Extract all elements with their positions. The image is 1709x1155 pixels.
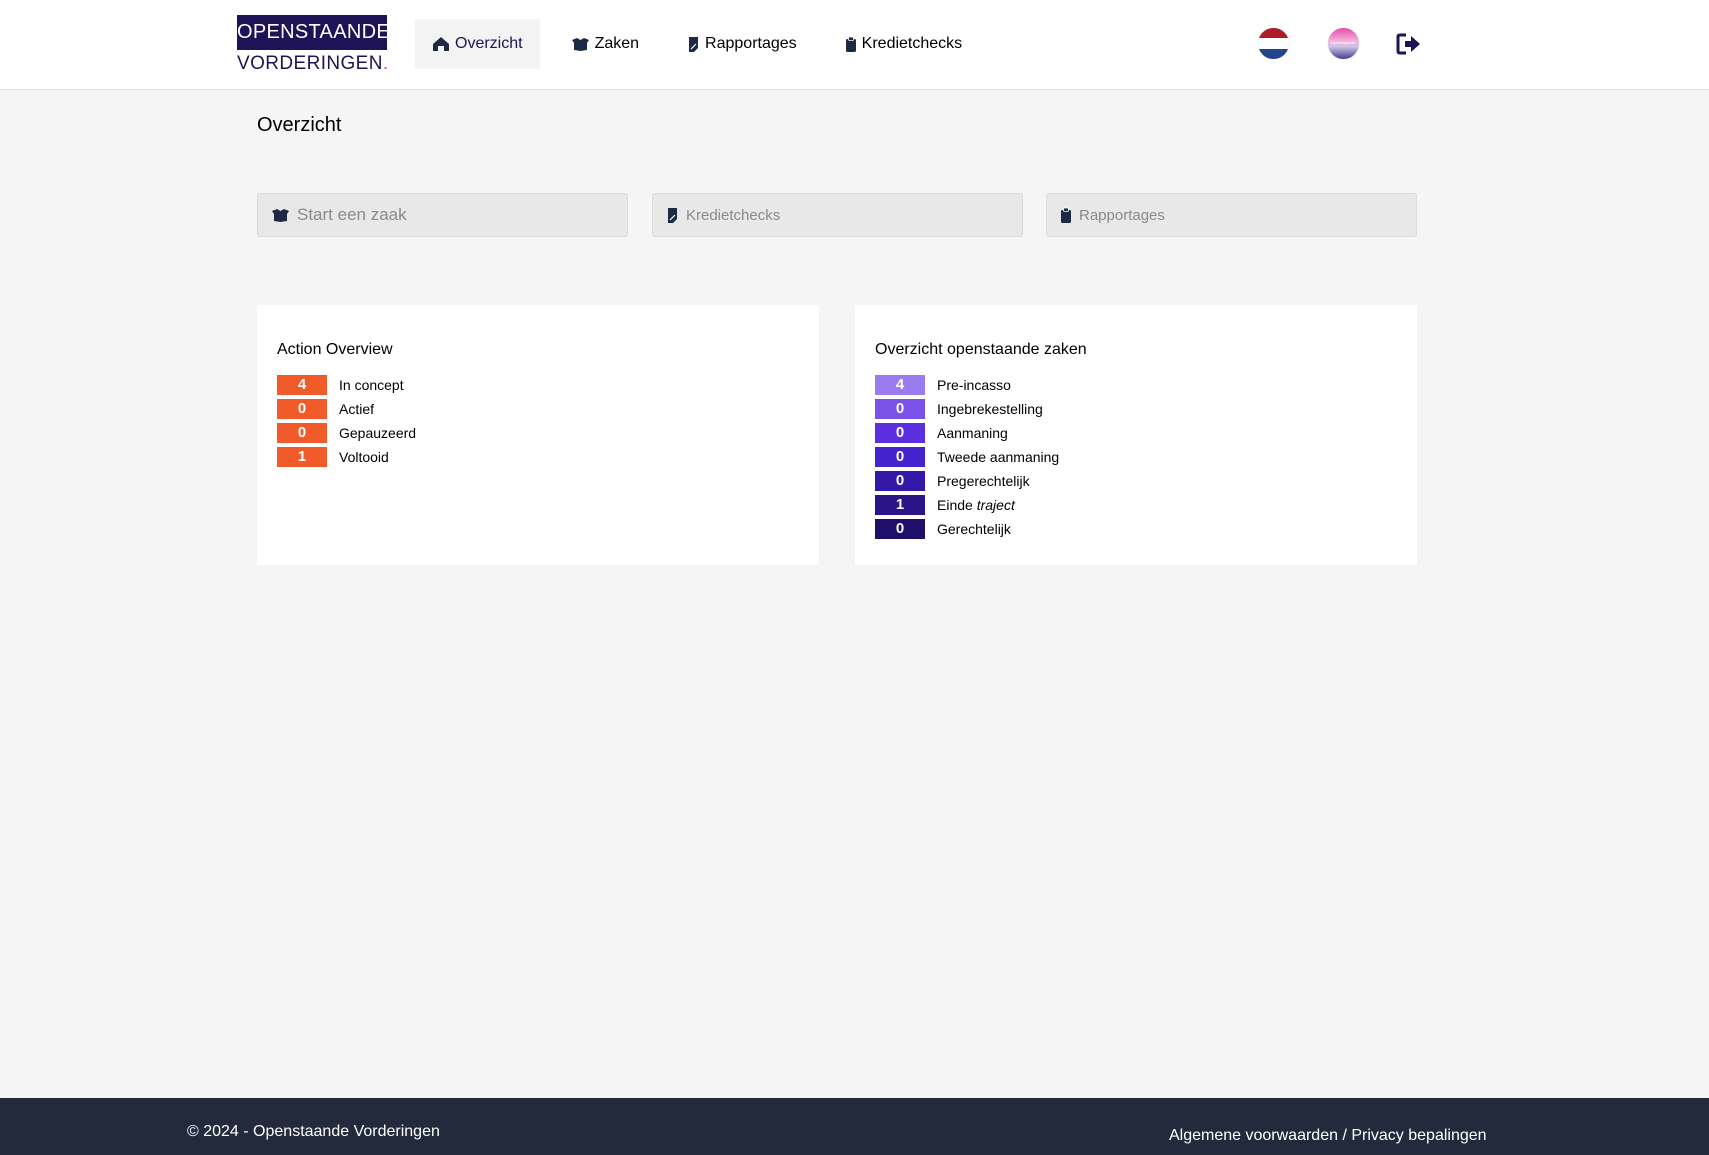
list-item[interactable]: 1 Einde traject (875, 493, 1397, 517)
quick-action-label: Kredietchecks (686, 206, 781, 224)
list-item[interactable]: 0 Actief (277, 397, 799, 421)
box-open-icon (272, 208, 289, 222)
home-icon (433, 37, 449, 51)
avatar[interactable]: Openstaande (1328, 28, 1359, 59)
list-item[interactable]: 0 Tweede aanmaning (875, 445, 1397, 469)
status-label: Actief (339, 401, 375, 417)
file-icon (668, 207, 677, 223)
list-item[interactable]: 0 Aanmaning (875, 421, 1397, 445)
top-navbar: OPENSTAANDE VORDERINGEN. Overzicht Zaken… (0, 0, 1709, 90)
stage-label: Aanmaning (937, 425, 1008, 441)
list-item[interactable]: 4 In concept (277, 373, 799, 397)
clipboard-icon (1061, 207, 1071, 223)
nav-label: Overzicht (455, 35, 523, 52)
logo-line1: OPENSTAANDE (237, 15, 390, 50)
status-label: Gepauzeerd (339, 425, 417, 441)
list-item[interactable]: 0 Gepauzeerd (277, 421, 799, 445)
list-item[interactable]: 0 Gerechtelijk (875, 517, 1397, 541)
card-title: Action Overview (277, 341, 393, 358)
list-item[interactable]: 1 Voltooid (277, 445, 799, 469)
count-badge: 1 (875, 495, 925, 515)
nav-label: Rapportages (705, 35, 797, 52)
stage-label: Tweede aanmaning (937, 449, 1060, 465)
count-badge: 4 (277, 375, 327, 395)
stage-label: Pregerechtelijk (937, 473, 1030, 489)
status-label: In concept (339, 377, 404, 393)
nav-item-rapportages[interactable]: Rapportages (670, 19, 814, 69)
nav-item-zaken[interactable]: Zaken (554, 19, 656, 69)
credit-checks-button[interactable]: Kredietchecks (652, 193, 1023, 237)
brand-logo[interactable]: OPENSTAANDE VORDERINGEN. (237, 15, 390, 77)
box-open-icon (571, 37, 589, 51)
quick-action-label: Start een zaak (297, 205, 407, 224)
list-item[interactable]: 0 Ingebrekestelling (875, 397, 1397, 421)
count-badge: 0 (875, 423, 925, 443)
count-badge: 0 (277, 423, 327, 443)
nav-label: Kredietchecks (861, 35, 963, 52)
status-label: Voltooid (339, 449, 389, 465)
logo-line2: VORDERINGEN. (237, 53, 389, 74)
nav-item-overzicht[interactable]: Overzicht (415, 19, 540, 69)
stage-label: Pre-incasso (937, 377, 1011, 393)
file-icon (689, 36, 699, 52)
stage-label: Gerechtelijk (937, 521, 1011, 537)
nav-item-kredietchecks[interactable]: Kredietchecks (828, 19, 980, 69)
footer: © 2024 - Openstaande Vorderingen Algemen… (0, 1098, 1709, 1155)
main-nav: Overzicht Zaken Rapportages Kredietcheck… (415, 19, 993, 69)
sign-out-icon[interactable] (1396, 32, 1422, 56)
reports-button[interactable]: Rapportages (1046, 193, 1417, 237)
action-overview-card: Action Overview 4 In concept 0 Actief 0 … (257, 305, 819, 565)
clipboard-icon (845, 36, 856, 52)
count-badge: 0 (875, 399, 925, 419)
netherlands-flag-icon[interactable] (1258, 28, 1289, 59)
legal-links: Algemene voorwaarden / Privacy bepalinge… (1169, 1127, 1487, 1145)
copyright-text: © 2024 - Openstaande Vorderingen (187, 1123, 440, 1140)
page-title: Overzicht (257, 114, 342, 136)
count-badge: 0 (875, 447, 925, 467)
count-badge: 1 (277, 447, 327, 467)
count-badge: 4 (875, 375, 925, 395)
count-badge: 0 (875, 471, 925, 491)
open-cases-card: Overzicht openstaande zaken 4 Pre-incass… (855, 305, 1417, 565)
card-title: Overzicht openstaande zaken (875, 341, 1087, 358)
count-badge: 0 (277, 399, 327, 419)
count-badge: 0 (875, 519, 925, 539)
link-separator: / (1338, 1127, 1352, 1144)
stage-label: Ingebrekestelling (937, 401, 1043, 417)
privacy-link[interactable]: Privacy bepalingen (1351, 1127, 1487, 1144)
start-case-button[interactable]: Start een zaak (257, 193, 628, 237)
quick-action-label: Rapportages (1079, 206, 1165, 224)
nav-label: Zaken (594, 35, 640, 52)
stage-label: Einde traject (937, 497, 1015, 513)
list-item[interactable]: 0 Pregerechtelijk (875, 469, 1397, 493)
list-item[interactable]: 4 Pre-incasso (875, 373, 1397, 397)
avatar-text: Openstaande (1331, 40, 1356, 45)
terms-link[interactable]: Algemene voorwaarden (1169, 1127, 1338, 1144)
